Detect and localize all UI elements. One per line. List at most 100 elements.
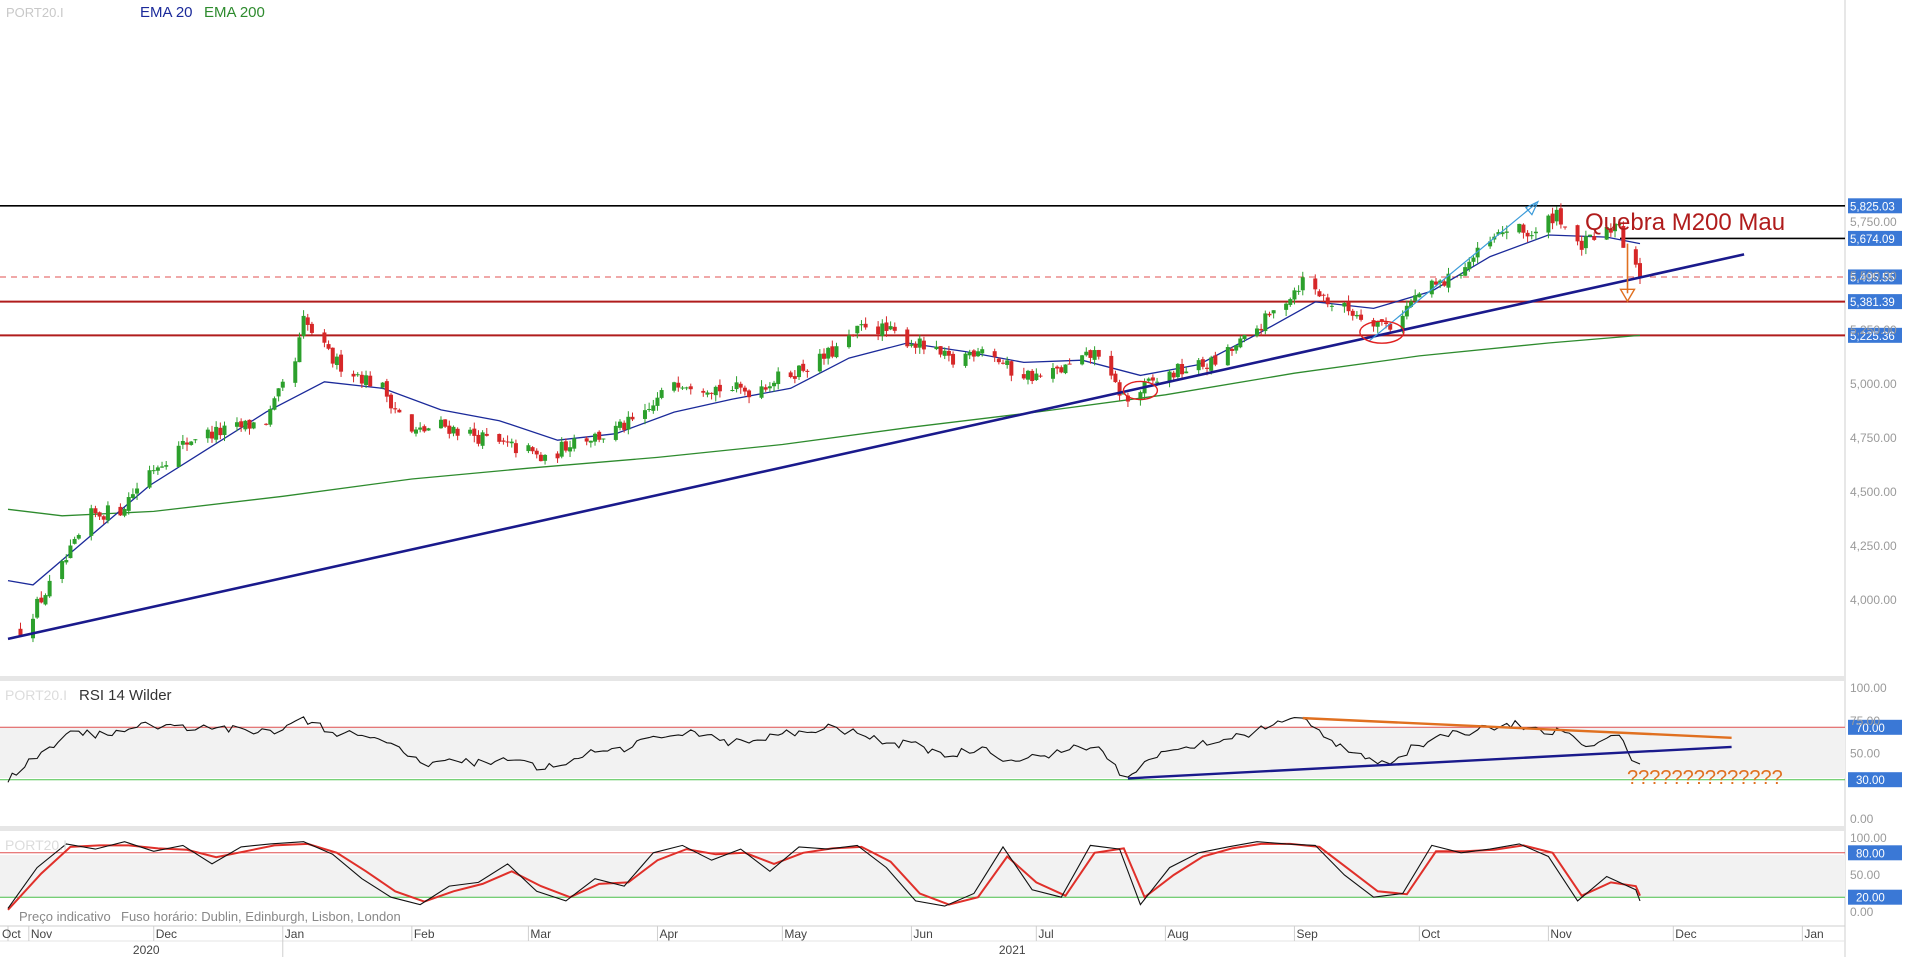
candle-body — [409, 414, 414, 432]
candle-body — [418, 427, 423, 430]
candle-body — [1213, 355, 1218, 365]
candle-body — [1550, 213, 1555, 224]
candle-body — [851, 334, 856, 336]
candle-body — [1554, 209, 1559, 222]
candle-body — [234, 422, 239, 427]
candle-body — [709, 392, 714, 394]
x-year-label-1: 2021 — [999, 943, 1026, 957]
candle-body — [1092, 350, 1097, 360]
candle-body — [913, 343, 918, 348]
candle-body — [122, 509, 127, 516]
candle-body — [618, 421, 622, 428]
price-label-box-3 — [1848, 294, 1902, 310]
candle-body — [642, 410, 647, 419]
candle-body — [713, 386, 718, 396]
candle-body — [322, 332, 327, 343]
footer-timezone: Fuso horário: Dublin, Edinburgh, Lisbon,… — [121, 909, 401, 924]
rsi-panel: 70.00 30.00 100.00 75.00 50.00 0.00 — [0, 681, 1902, 826]
candle-body — [1350, 310, 1355, 316]
candle-body — [963, 353, 968, 366]
candle-body — [742, 387, 747, 392]
candle-body — [1575, 225, 1580, 242]
main-ytick-1: 4,250.00 — [1850, 539, 1897, 553]
candle-body — [47, 580, 52, 597]
candle-body — [1529, 235, 1534, 237]
candle-body — [305, 317, 310, 325]
candle-body — [1621, 226, 1626, 248]
candle-body — [555, 453, 560, 459]
candle-body — [534, 450, 539, 455]
candle-body — [155, 467, 160, 471]
candle-body — [1613, 223, 1618, 232]
candle-body — [1563, 226, 1568, 228]
candle-body — [1021, 374, 1026, 379]
candle-body — [18, 628, 23, 637]
candle-body — [980, 349, 985, 354]
candle-body — [1038, 375, 1043, 377]
candle-body — [1059, 367, 1064, 373]
candle-body — [185, 442, 190, 445]
x-month-label-15: Jan — [1804, 927, 1823, 941]
candle-body — [1488, 241, 1493, 247]
x-month-label-4: Feb — [414, 927, 435, 941]
candle-body — [1500, 232, 1505, 235]
orange-arrow-head — [1619, 288, 1636, 303]
candle-body — [60, 561, 65, 580]
candle-body — [1496, 232, 1501, 235]
candle-body — [484, 433, 489, 436]
candle-body — [239, 421, 244, 428]
candle-body — [397, 409, 402, 413]
x-month-label-1: Nov — [31, 927, 52, 941]
candle-body — [880, 323, 885, 336]
candle-body — [1171, 372, 1176, 378]
x-year-label-0: 2020 — [133, 943, 160, 957]
candle-body — [934, 346, 939, 350]
x-month-label-9: Jul — [1038, 927, 1053, 941]
blue-arrow-line — [1369, 203, 1537, 342]
candle-body — [1638, 263, 1642, 278]
candle-body — [1300, 277, 1305, 291]
candle-body — [647, 408, 652, 410]
candle-body — [326, 344, 331, 349]
highlight-circle-0 — [1122, 380, 1159, 401]
price-label-4: 5,225.36 — [1850, 331, 1895, 343]
candle-body — [688, 386, 693, 390]
candle-body — [501, 440, 506, 442]
candle-body — [971, 350, 976, 357]
candle-body — [651, 405, 656, 411]
candle-body — [455, 428, 460, 436]
candle-body — [1242, 335, 1247, 340]
candle-body — [1379, 319, 1384, 321]
candle-body — [151, 470, 156, 472]
candle-body — [1155, 381, 1160, 383]
trendline — [7, 253, 1745, 641]
candle-body — [1200, 359, 1205, 367]
candle-body — [105, 505, 110, 521]
candle-body — [951, 353, 956, 365]
candle-body — [1050, 368, 1055, 379]
rsi-question-annotation: ?????????????? — [1627, 767, 1783, 789]
candle-body — [1313, 278, 1318, 290]
candle-body — [422, 426, 427, 432]
candle-body — [1109, 355, 1114, 376]
candle-body — [1467, 261, 1472, 270]
candle-body — [747, 390, 752, 398]
candle-body — [264, 423, 269, 425]
rsi-band — [0, 727, 1845, 778]
candle-body — [89, 508, 94, 536]
candle-body — [593, 433, 598, 442]
candle-body — [513, 443, 518, 454]
candle-body — [826, 347, 831, 359]
candle-body — [1608, 228, 1613, 233]
candle-body — [992, 351, 997, 357]
stoch-d-line — [7, 842, 1641, 911]
candle-body — [797, 365, 802, 378]
candle-body — [1175, 363, 1180, 378]
candle-body — [967, 352, 972, 356]
candle-body — [1138, 392, 1143, 401]
candle-body — [680, 387, 685, 389]
candle-body — [334, 356, 339, 365]
candle-body — [559, 441, 564, 457]
